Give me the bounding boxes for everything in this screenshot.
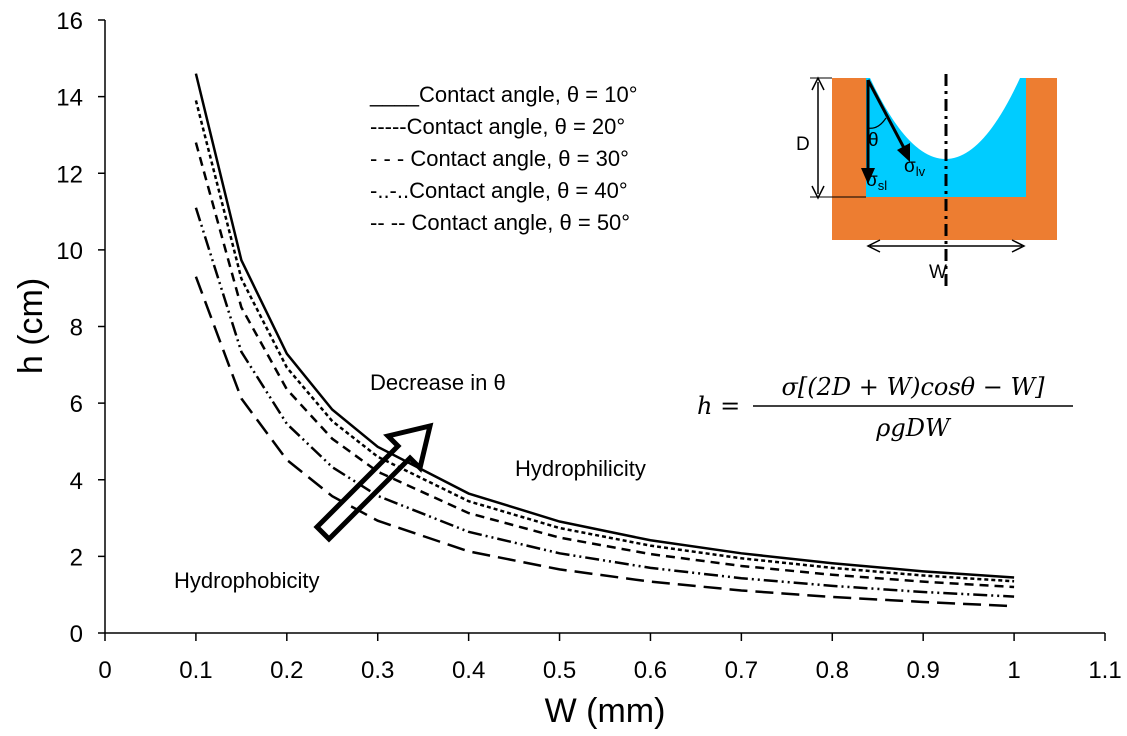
- y-tick-label: 10: [56, 238, 83, 265]
- y-tick-label: 12: [56, 161, 83, 188]
- y-tick-label: 2: [70, 544, 83, 571]
- y-tick-label: 8: [70, 315, 83, 342]
- inset-depth: D: [796, 134, 810, 155]
- force-arrow: [866, 79, 906, 149]
- inset-angle: θ: [868, 130, 879, 151]
- x-axis-label: W (mm): [545, 692, 666, 730]
- formula-lhs: h =: [697, 392, 740, 420]
- legend-label: -..-..Contact angle, θ = 40°: [370, 178, 628, 203]
- sigma: σ: [866, 170, 878, 191]
- x-tick-label: 0.2: [270, 657, 303, 684]
- series-line: [194, 100, 1015, 583]
- series-line: [194, 142, 1015, 589]
- y-axis-label: h (cm): [12, 278, 50, 374]
- annotation: Hydrophilicity: [515, 456, 646, 481]
- y-tick-label: 0: [70, 621, 83, 648]
- force-arrow-head: [861, 168, 875, 184]
- force-arrow-head: [897, 143, 910, 162]
- formula-numerator: σ[(2D + W)cosθ − W]: [781, 373, 1045, 401]
- legend-label: ____Contact angle, θ = 10°: [369, 82, 638, 107]
- inset-sigma-sl: σsl: [866, 170, 887, 193]
- x-tick-label: 0.5: [543, 657, 576, 684]
- formula-denominator: ρgDW: [875, 414, 952, 442]
- x-tick-label: 0.9: [906, 657, 939, 684]
- x-tick-label: 0.1: [179, 657, 212, 684]
- x-tick-label: 0.8: [816, 657, 849, 684]
- x-tick-label: 0.7: [725, 657, 758, 684]
- x-tick-label: 1.1: [1088, 657, 1121, 684]
- x-tick-label: 0: [98, 657, 111, 684]
- x-tick-label: 0.6: [634, 657, 667, 684]
- x-tick-label: 0.4: [452, 657, 485, 684]
- annotation: Decrease in θ: [370, 370, 506, 395]
- y-tick-label: 4: [70, 468, 83, 495]
- subscript: lv: [916, 164, 926, 179]
- series-line: [194, 207, 1015, 598]
- trend-arrow: [313, 422, 434, 543]
- inset-sigma-lv: σlv: [904, 156, 926, 179]
- inset-width: W: [929, 262, 947, 283]
- subscript: sl: [878, 178, 888, 193]
- series-line: [194, 276, 1015, 608]
- sigma: σ: [904, 156, 916, 177]
- angle-arc: [867, 117, 887, 129]
- legend-label: -- -- Contact angle, θ = 50°: [370, 210, 630, 235]
- annotation: Hydrophobicity: [174, 568, 320, 593]
- inset-diagram: D W θ σlv σsl: [796, 74, 1057, 288]
- legend-label: - - - Contact angle, θ = 30°: [370, 146, 629, 171]
- y-tick-label: 14: [56, 85, 83, 112]
- series-line: [194, 73, 1015, 579]
- x-tick-label: 1: [1007, 657, 1020, 684]
- legend-label: -----Contact angle, θ = 20°: [370, 114, 625, 139]
- x-tick-label: 0.3: [361, 657, 394, 684]
- y-tick-label: 16: [56, 8, 83, 35]
- y-tick-label: 6: [70, 391, 83, 418]
- width-arrow-heads: [866, 239, 1026, 253]
